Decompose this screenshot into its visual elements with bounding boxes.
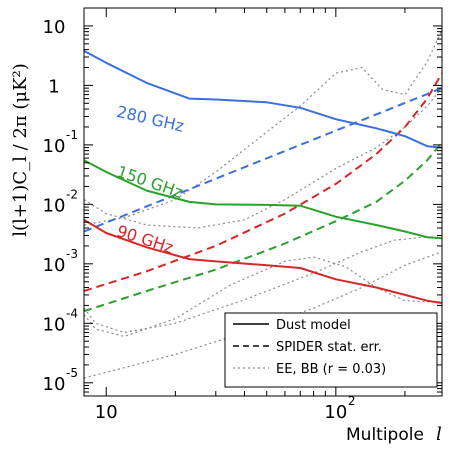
legend-label: SPIDER stat. err. <box>276 340 382 355</box>
x-axis-title-symbol: l <box>436 424 442 445</box>
series-line-dust-0 <box>83 50 443 149</box>
y-axis-title: l(l+1)C_l / 2π (μK²) <box>10 63 31 237</box>
legend-label: Dust model <box>276 318 351 333</box>
series-line-dust-2 <box>83 218 443 304</box>
legend: Dust model SPIDER stat. err. EE, BB (r = 0… <box>224 312 438 388</box>
x-axis-title-text: Multipole <box>346 425 424 445</box>
legend-box <box>224 312 438 388</box>
series-line-theory-8 <box>83 236 443 334</box>
y-tick-label-exponent: -1 <box>66 128 78 142</box>
y-tick-label: 1 <box>48 76 59 97</box>
plot-frame <box>83 7 443 397</box>
series-annotation: 150 GHz <box>114 162 185 202</box>
series-line-theory-9 <box>83 256 442 338</box>
x-tick-label-exponent: 2 <box>348 394 356 408</box>
y-tick-label-exponent: -5 <box>66 366 78 380</box>
series-line-stat-5 <box>83 72 443 292</box>
x-tick-label: 10 <box>324 402 347 423</box>
series-line-dust-1 <box>83 159 443 240</box>
x-axis-title: Multipole l <box>346 424 442 445</box>
y-tick-label-exponent: -2 <box>66 187 78 201</box>
x-tick-label: 10 <box>95 402 118 423</box>
series-line-stat-4 <box>83 141 443 313</box>
y-tick-label: 10 <box>43 17 66 38</box>
legend-label: EE, BB (r = 0.03) <box>276 362 386 377</box>
y-tick-label: 10 <box>43 255 66 276</box>
y-tick-label: 10 <box>43 195 66 216</box>
y-tick-label-exponent: -3 <box>66 247 78 261</box>
series-annotation: 280 GHz <box>115 102 186 136</box>
y-tick-label: 10 <box>43 136 66 157</box>
series-layer <box>83 29 443 379</box>
y-tick-label: 10 <box>43 374 66 395</box>
y-tick-label: 10 <box>43 314 66 335</box>
series-line-theory-6 <box>83 29 443 226</box>
series-annotation: 90 GHz <box>115 221 176 257</box>
y-tick-label-exponent: -4 <box>66 306 78 320</box>
